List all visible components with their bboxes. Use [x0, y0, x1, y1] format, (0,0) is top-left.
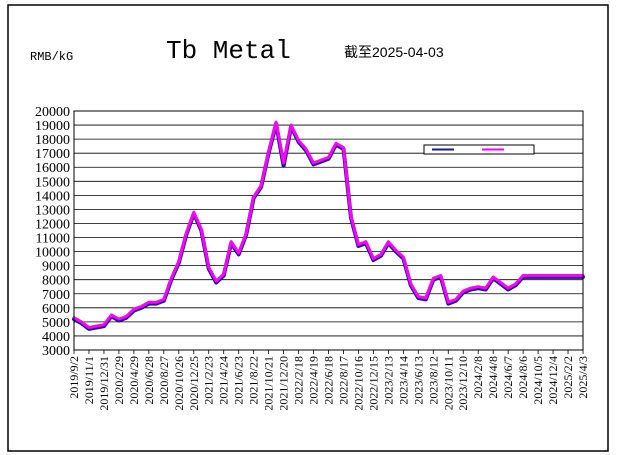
y-tick-label: 18000: [35, 133, 70, 148]
y-tick-label: 13000: [35, 203, 70, 218]
y-tick-label: 8000: [42, 274, 70, 289]
y-tick-label: 20000: [35, 105, 70, 120]
y-tick-label: 5000: [42, 316, 70, 331]
x-tick-label: 2024/2/8: [471, 356, 485, 399]
x-tick-label: 2021/10/21: [262, 356, 276, 411]
x-tick-label: 2025/2/2: [561, 356, 575, 399]
y-tick-label: 19000: [35, 119, 70, 134]
x-tick-label: 2021/4/24: [217, 356, 231, 405]
x-tick-label: 2022/4/19: [307, 356, 321, 405]
legend-box: [423, 144, 535, 155]
x-tick-label: 2020/12/25: [187, 356, 201, 411]
x-tick-label: 2024/8/6: [516, 356, 530, 399]
series-lines: [72, 120, 585, 331]
y-tick-label: 11000: [36, 232, 70, 247]
x-tick-label: 2019/9/2: [67, 356, 81, 399]
x-tick-label: 2024/6/7: [501, 356, 515, 399]
series-line-2: [72, 120, 585, 329]
x-tick-label: 2024/12/4: [546, 356, 560, 405]
x-tick-label: 2023/8/12: [426, 356, 440, 405]
x-tick-label: 2022/12/15: [366, 356, 380, 411]
y-tick-label: 10000: [35, 246, 70, 261]
x-tick-label: 2020/6/28: [142, 356, 156, 405]
x-tick-label: 2022/2/18: [292, 356, 306, 405]
x-tick-label: 2023/4/14: [396, 356, 410, 405]
legend: [423, 144, 535, 155]
x-axis: 2019/9/2 2019/11/1 2019/12/31 2020/2/29 2020…: [67, 350, 590, 411]
y-axis-unit-label: RMB/kG: [30, 50, 73, 64]
x-tick-label: 2023/10/11: [441, 356, 455, 410]
y-tick-label: 17000: [35, 147, 70, 162]
x-tick-label: 2021/2/23: [202, 356, 216, 405]
y-tick-label: 16000: [35, 161, 70, 176]
x-tick-label: 2020/10/26: [172, 356, 186, 411]
y-axis: 3000400050006000700080009000100001100012…: [35, 105, 70, 359]
y-tick-label: 12000: [35, 217, 70, 232]
x-tick-label: 2022/8/17: [336, 356, 350, 405]
y-tick-label: 9000: [42, 260, 70, 275]
x-tick-label: 2022/10/16: [351, 356, 365, 411]
x-tick-label: 2022/6/18: [322, 356, 336, 405]
x-tick-label: 2023/6/13: [411, 356, 425, 405]
chart-frame: [7, 4, 609, 452]
y-tick-label: 4000: [42, 330, 70, 345]
x-tick-label: 2024/10/5: [531, 356, 545, 405]
x-tick-label: 2023/2/13: [381, 356, 395, 405]
x-tick-label: 2019/12/31: [97, 356, 111, 411]
x-tick-label: 2019/11/1: [82, 356, 96, 404]
x-tick-label: 2023/12/10: [456, 356, 470, 411]
y-tick-label: 7000: [42, 288, 70, 303]
y-tick-label: 14000: [35, 189, 70, 204]
x-tick-label: 2021/8/22: [247, 356, 261, 405]
plot-area-border: [73, 110, 584, 351]
chart-subtitle: 截至2025-04-03: [344, 44, 444, 60]
x-tick-label: 2024/4/8: [486, 356, 500, 399]
chart-title: Tb Metal: [166, 36, 291, 66]
y-tick-label: 15000: [35, 175, 70, 190]
y-tick-label: 6000: [42, 302, 70, 317]
x-tick-label: 2020/4/29: [127, 356, 141, 405]
x-tick-label: 2025/4/3: [576, 356, 590, 399]
y-tick-label: 3000: [42, 344, 70, 359]
x-tick-label: 2021/6/23: [232, 356, 246, 405]
x-tick-label: 2020/8/27: [157, 356, 171, 405]
x-tick-label: 2021/12/20: [277, 356, 291, 411]
x-tick-label: 2020/2/29: [112, 356, 126, 405]
